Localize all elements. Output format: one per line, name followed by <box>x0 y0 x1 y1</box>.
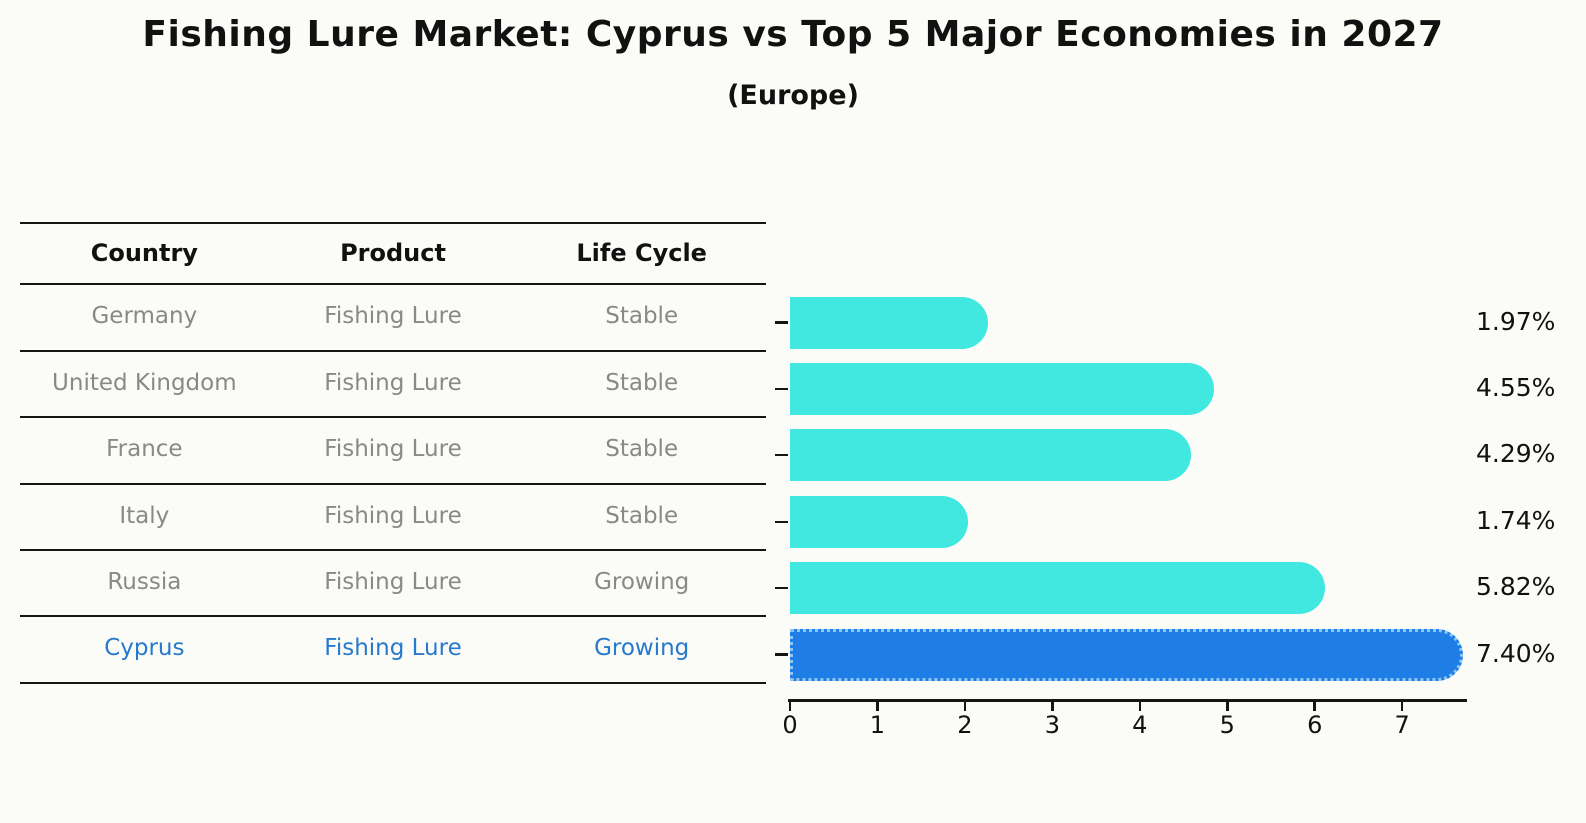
table-header-country: Country <box>90 239 198 267</box>
table-cell-country: United Kingdom <box>52 369 237 396</box>
bar-russia <box>790 562 1325 615</box>
x-axis-tick-label: 0 <box>782 711 798 739</box>
bar-value-label: 4.29% <box>1476 439 1556 469</box>
table-cell-product: Fishing Lure <box>324 502 462 529</box>
table-cell-country: Russia <box>107 569 182 596</box>
table-cell-product: Fishing Lure <box>324 436 462 463</box>
bar-value-label: 4.55% <box>1476 372 1556 402</box>
table-cell-life-cycle: Growing <box>594 635 690 662</box>
table-row-cyprus: Cyprus Fishing Lure Growing <box>20 616 766 680</box>
y-axis-tick <box>775 653 788 656</box>
bar-united-kingdom <box>790 362 1214 415</box>
x-axis-line <box>788 699 1467 702</box>
table-cell-country: France <box>106 436 183 463</box>
x-axis-tick-label: 6 <box>1307 711 1323 739</box>
table-row-united-kingdom: United Kingdom Fishing Lure Stable <box>20 351 766 415</box>
table-cell-country: Cyprus <box>104 635 185 662</box>
x-axis-tick-label: 7 <box>1394 711 1410 739</box>
y-axis-tick <box>775 387 788 391</box>
bar-germany <box>790 296 989 349</box>
table-rule <box>20 615 766 618</box>
table-cell-country: Italy <box>119 502 170 529</box>
table-rule <box>20 482 766 485</box>
chart-subtitle: (Europe) <box>727 80 859 111</box>
table-cell-life-cycle: Growing <box>594 569 690 596</box>
table-rule <box>20 681 766 684</box>
table-cell-life-cycle: Stable <box>605 502 679 529</box>
table-cell-product: Fishing Lure <box>324 569 462 596</box>
x-axis-tick <box>963 701 967 711</box>
table-cell-product: Fishing Lure <box>324 369 462 396</box>
table-header-life-cycle: Life Cycle <box>576 239 707 267</box>
table-cell-country: Germany <box>91 303 198 330</box>
x-axis-tick-label: 1 <box>869 711 886 739</box>
table-cell-life-cycle: Stable <box>605 436 679 463</box>
x-axis-tick <box>1138 701 1142 711</box>
table-rule <box>20 349 766 352</box>
table-cell-product: Fishing Lure <box>324 635 462 662</box>
table-header-product: Product <box>340 239 446 267</box>
table-row-italy: Italy Fishing Lure Stable <box>20 484 766 548</box>
table-cell-life-cycle: Stable <box>605 369 679 396</box>
table-row-germany: Germany Fishing Lure Stable <box>20 284 766 348</box>
y-axis-tick <box>775 321 788 324</box>
y-axis-tick <box>775 520 788 523</box>
x-axis-tick <box>1400 701 1404 711</box>
table-row-russia: Russia Fishing Lure Growing <box>20 550 766 614</box>
x-axis-tick <box>876 701 879 711</box>
y-axis-tick <box>775 454 788 457</box>
table-cell-life-cycle: Stable <box>605 303 679 330</box>
table-top-rule <box>20 222 766 225</box>
x-axis-tick-label: 4 <box>1132 711 1148 739</box>
table-header-row: Country Product Life Cycle <box>20 223 766 283</box>
table-rule <box>20 416 766 419</box>
bar-value-label: 5.82% <box>1476 572 1556 602</box>
table-rule <box>20 283 766 286</box>
x-axis-tick <box>1225 701 1229 711</box>
x-axis-tick-label: 5 <box>1219 711 1235 739</box>
bar-france <box>790 429 1192 482</box>
table-rule <box>20 548 766 552</box>
x-axis-tick <box>1051 701 1054 711</box>
bar-value-label: 1.74% <box>1476 505 1556 535</box>
bar-cyprus <box>790 628 1464 681</box>
x-axis-tick-label: 3 <box>1044 711 1060 739</box>
x-axis-tick-label: 2 <box>957 711 973 739</box>
table-cell-product: Fishing Lure <box>324 303 462 330</box>
bar-value-label: 7.40% <box>1476 638 1556 668</box>
bar-value-label: 1.97% <box>1476 306 1556 336</box>
bar-italy <box>790 495 969 548</box>
y-axis-tick <box>775 586 788 590</box>
table-row-france: France Fishing Lure Stable <box>20 417 766 481</box>
x-axis-tick <box>788 701 792 711</box>
x-axis-tick <box>1313 701 1316 711</box>
chart-title: Fishing Lure Market: Cyprus vs Top 5 Maj… <box>142 14 1444 55</box>
